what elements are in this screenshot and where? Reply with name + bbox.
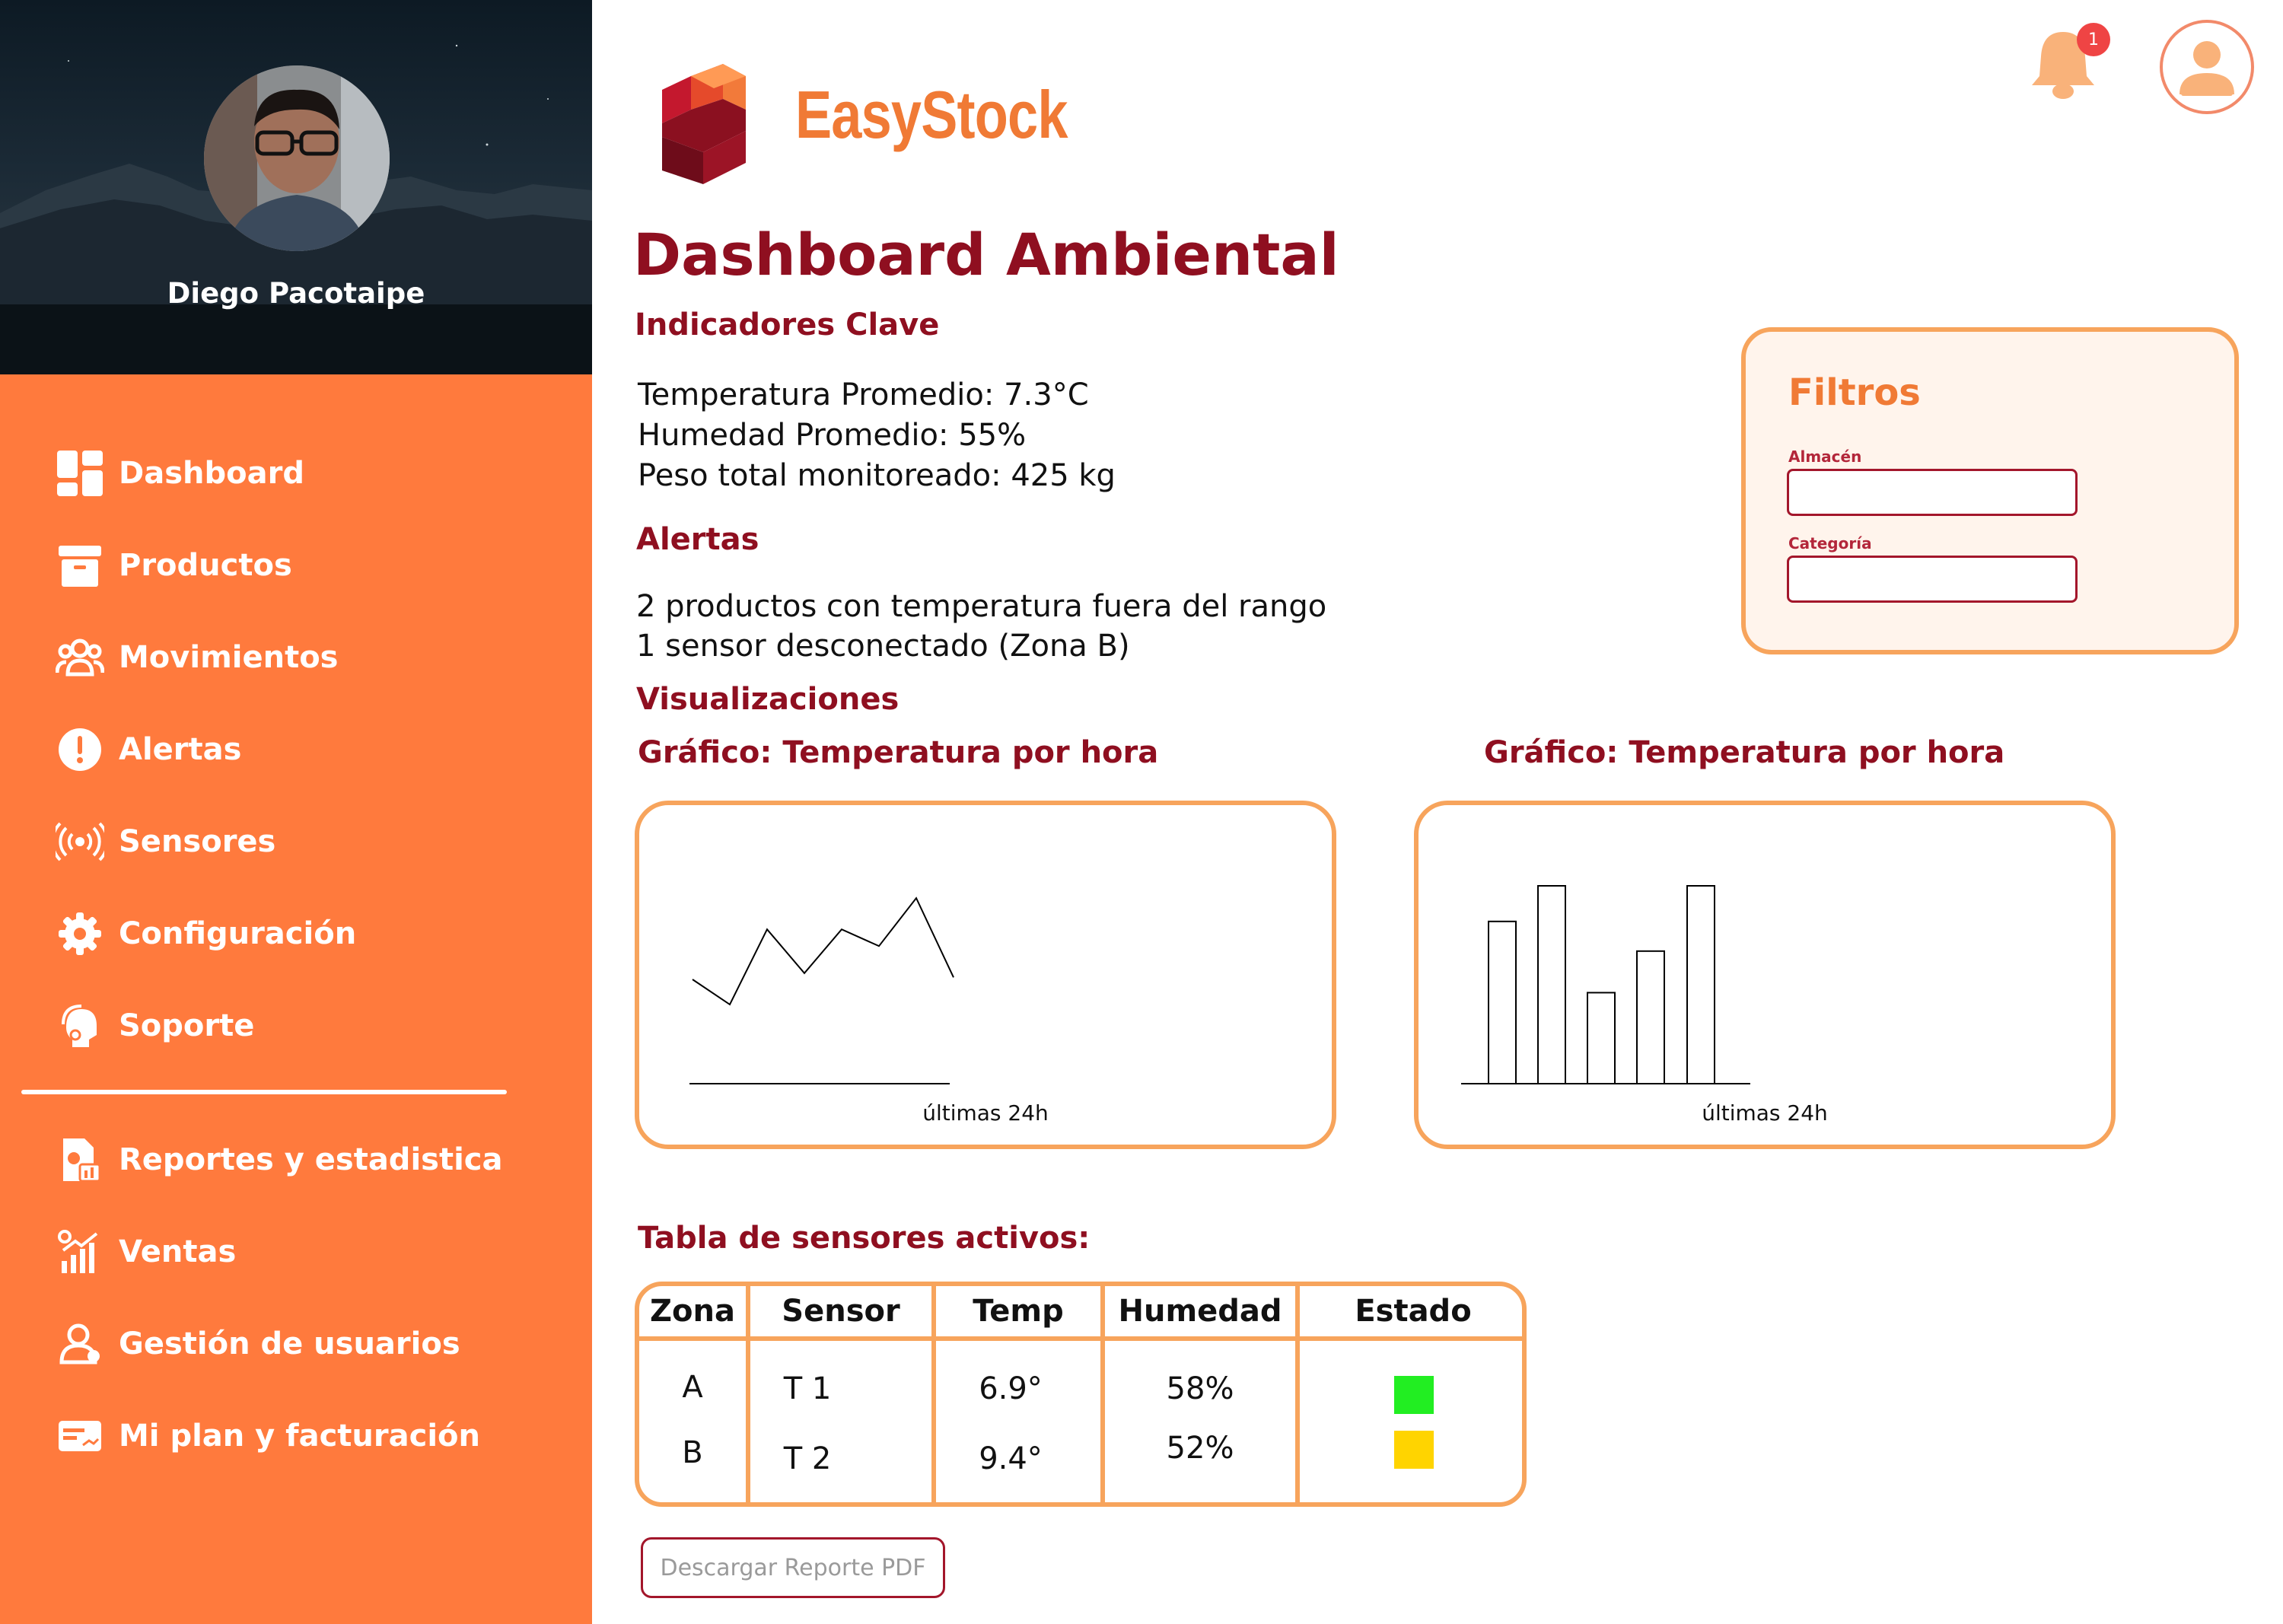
- user-manage-icon: [53, 1317, 107, 1371]
- table-column-divider: [1295, 1286, 1300, 1502]
- support-headset-icon: [53, 999, 107, 1052]
- indicator-humidity: Humedad Promedio: 55%: [638, 418, 1027, 453]
- chart-title-line: Gráfico: Temperatura por hora: [638, 735, 1159, 770]
- category-input[interactable]: [1787, 556, 2078, 603]
- billing-icon: [53, 1409, 107, 1463]
- mountain-background: [0, 44, 592, 374]
- avatar-photo: [204, 65, 390, 251]
- column-header-sensor: Sensor: [782, 1294, 900, 1329]
- line-chart-card: últimas 24h: [635, 801, 1336, 1149]
- bar: [1587, 992, 1616, 1084]
- sidebar-item-soporte[interactable]: Soporte: [53, 995, 254, 1056]
- sidebar-item-label: Gestión de usuarios: [119, 1326, 460, 1361]
- sidebar-item-dashboard[interactable]: Dashboard: [53, 443, 304, 504]
- series-line: [692, 896, 954, 1006]
- status-indicator: [1394, 1431, 1434, 1469]
- download-pdf-button[interactable]: Descargar Reporte PDF: [641, 1537, 945, 1598]
- sidebar-item-label: Sensores: [119, 824, 276, 859]
- sidebar-item-label: Alertas: [119, 732, 242, 767]
- sidebar-item-alertas[interactable]: Alertas: [53, 719, 241, 780]
- cell-humedad: 58%: [1166, 1371, 1234, 1406]
- column-header-temp: Temp: [973, 1294, 1064, 1329]
- sidebar-item-mi-plan[interactable]: Mi plan y facturación: [53, 1406, 480, 1466]
- chart-x-label: últimas 24h: [922, 1100, 1049, 1126]
- bar-chart: [1461, 885, 1750, 1084]
- column-header-humedad: Humedad: [1118, 1294, 1282, 1329]
- sensors-table: Zona Sensor Temp Humedad Estado A T 1 6.…: [635, 1282, 1527, 1507]
- sidebar-item-reportes[interactable]: Reportes y estadistica: [53, 1129, 503, 1190]
- filters-panel: Filtros Almacén Categoría: [1741, 327, 2239, 654]
- cell-zona: B: [682, 1435, 703, 1470]
- bar: [1636, 950, 1665, 1084]
- table-column-divider: [931, 1286, 936, 1502]
- sidebar-item-gestion-usuarios[interactable]: Gestión de usuarios: [53, 1314, 460, 1374]
- easystock-logo-icon: [662, 64, 746, 184]
- category-label: Categoría: [1788, 534, 1872, 552]
- cell-zona: A: [682, 1370, 703, 1405]
- chart-x-label: últimas 24h: [1702, 1100, 1828, 1126]
- indicator-temperature: Temperatura Promedio: 7.3°C: [638, 377, 1089, 412]
- profile-header: Diego Pacotaipe: [0, 0, 592, 374]
- user-account-button[interactable]: [2160, 20, 2254, 114]
- avatar[interactable]: [204, 65, 390, 251]
- sidebar-item-ventas[interactable]: Ventas: [53, 1221, 236, 1282]
- cell-humedad: 52%: [1166, 1431, 1234, 1466]
- sidebar-item-movimientos[interactable]: Movimientos: [53, 627, 338, 688]
- profile-name: Diego Pacotaipe: [167, 277, 425, 310]
- bar-chart-card: últimas 24h: [1414, 801, 2116, 1149]
- alert-line: 1 sensor desconectado (Zona B): [636, 629, 1130, 664]
- filters-title: Filtros: [1788, 371, 1921, 414]
- sidebar: Diego Pacotaipe Dashboard Productos Movi…: [0, 0, 592, 1624]
- sidebar-item-sensores[interactable]: Sensores: [53, 811, 275, 872]
- sidebar-item-label: Reportes y estadistica: [119, 1142, 503, 1177]
- sidebar-item-label: Configuración: [119, 916, 357, 951]
- alerts-heading: Alertas: [636, 522, 759, 557]
- sidebar-item-label: Movimientos: [119, 640, 339, 675]
- sidebar-item-label: Mi plan y facturación: [119, 1419, 480, 1454]
- visualizations-heading: Visualizaciones: [636, 682, 900, 717]
- table-heading: Tabla de sensores activos:: [638, 1221, 1091, 1256]
- indicators-heading: Indicadores Clave: [635, 307, 940, 342]
- status-indicator: [1394, 1376, 1434, 1414]
- column-header-zona: Zona: [650, 1294, 735, 1329]
- line-chart: [689, 896, 954, 1084]
- users-group-icon: [53, 631, 107, 684]
- brand-name: EasyStock: [795, 77, 1068, 152]
- broadcast-icon: [53, 815, 107, 868]
- dashboard-icon: [53, 447, 107, 500]
- table-column-divider: [746, 1286, 750, 1502]
- cell-sensor: T 2: [783, 1441, 832, 1476]
- report-icon: [53, 1133, 107, 1186]
- table-header-divider: [639, 1336, 1522, 1341]
- column-header-estado: Estado: [1355, 1294, 1472, 1329]
- sidebar-item-label: Dashboard: [119, 456, 304, 491]
- sales-chart-icon: [53, 1225, 107, 1279]
- cell-sensor: T 1: [783, 1371, 832, 1406]
- alert-circle-icon: [53, 723, 107, 776]
- sidebar-item-configuracion[interactable]: Configuración: [53, 903, 356, 964]
- warehouse-label: Almacén: [1788, 447, 1862, 466]
- bar: [1537, 885, 1566, 1084]
- sidebar-item-label: Ventas: [119, 1234, 237, 1269]
- archive-box-icon: [53, 539, 107, 592]
- cell-temp: 9.4°: [979, 1441, 1043, 1476]
- chart-title-bar: Gráfico: Temperatura por hora: [1484, 735, 2005, 770]
- user-icon: [2180, 41, 2234, 96]
- alert-line: 2 productos con temperatura fuera del ra…: [636, 589, 1327, 624]
- indicator-weight: Peso total monitoreado: 425 kg: [638, 458, 1116, 493]
- sidebar-item-label: Productos: [119, 548, 292, 583]
- sidebar-divider: [21, 1090, 507, 1094]
- sidebar-item-label: Soporte: [119, 1008, 255, 1043]
- gear-icon: [53, 907, 107, 960]
- notification-badge: 1: [2077, 23, 2110, 56]
- cell-temp: 6.9°: [979, 1371, 1043, 1406]
- bar: [1686, 885, 1715, 1084]
- sidebar-item-productos[interactable]: Productos: [53, 535, 292, 596]
- warehouse-input[interactable]: [1787, 469, 2078, 516]
- bar: [1488, 920, 1517, 1084]
- page-title: Dashboard Ambiental: [633, 221, 1339, 288]
- table-column-divider: [1100, 1286, 1105, 1502]
